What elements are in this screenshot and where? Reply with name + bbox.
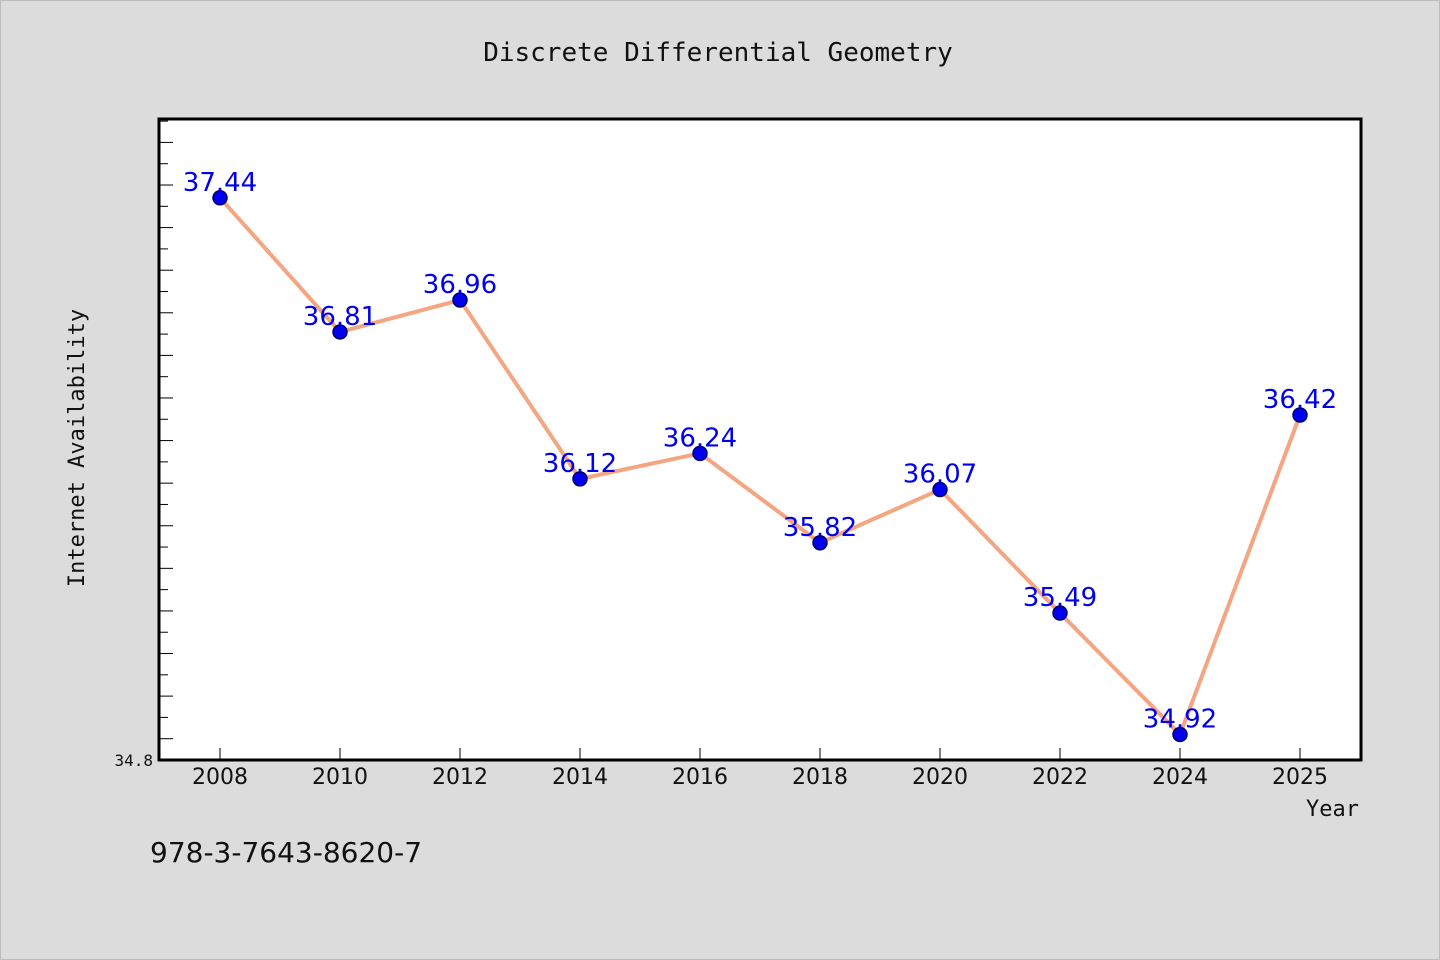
data-label: 37.44 xyxy=(183,168,257,198)
isbn-text: 978-3-7643-8620-7 xyxy=(150,836,422,869)
data-label: 34.92 xyxy=(1143,704,1217,734)
data-point xyxy=(452,292,468,308)
data-point xyxy=(1172,726,1188,743)
data-point xyxy=(1052,605,1068,621)
x-tick-label: 2018 xyxy=(792,765,848,790)
data-label: 35.49 xyxy=(1023,583,1097,613)
plot-area xyxy=(157,117,1363,762)
x-axis-label: Year xyxy=(1306,797,1359,822)
x-tick-label: 2024 xyxy=(1152,765,1208,790)
x-tick-label: 2025 xyxy=(1272,765,1328,790)
x-tick-label: 2020 xyxy=(912,765,968,790)
x-tick-label: 2022 xyxy=(1032,765,1088,790)
x-axis-tick-labels: 2008 2010 2012 2014 2016 2018 2020 2022 2024 2025 xyxy=(192,765,1328,790)
x-tick-label: 2010 xyxy=(312,765,368,790)
chart-title: Discrete Differential Geometry xyxy=(483,38,953,68)
data-point xyxy=(932,481,948,498)
series-line xyxy=(218,195,1302,737)
y-axis-min-label: 34.8 xyxy=(114,751,153,770)
data-point xyxy=(812,535,828,551)
data-point xyxy=(332,324,348,340)
x-tick-label: 2008 xyxy=(192,765,248,790)
x-axis-ticks xyxy=(219,748,1301,760)
series-points xyxy=(212,190,1308,743)
data-label: 36.81 xyxy=(303,302,377,332)
data-label: 36.96 xyxy=(423,270,497,300)
data-point xyxy=(1292,407,1308,423)
x-tick-label: 2016 xyxy=(672,765,728,790)
series-line-group xyxy=(218,195,1302,737)
x-tick-label: 2012 xyxy=(432,765,488,790)
data-point xyxy=(212,190,228,206)
data-label: 36.24 xyxy=(663,423,737,453)
data-point xyxy=(692,445,708,462)
data-label: 36.12 xyxy=(543,449,617,479)
y-axis-ticks xyxy=(159,120,173,761)
data-point xyxy=(572,471,588,487)
data-label: 36.07 xyxy=(903,460,977,490)
data-label: 36.42 xyxy=(1263,385,1337,415)
y-axis-label: Internet Availability xyxy=(65,309,90,587)
data-label: 35.82 xyxy=(783,513,857,543)
series-data-labels: 37.44 36.81 36.96 36.12 36.24 35.82 36.07 35.49… xyxy=(183,168,1337,735)
x-tick-label: 2014 xyxy=(552,765,608,790)
